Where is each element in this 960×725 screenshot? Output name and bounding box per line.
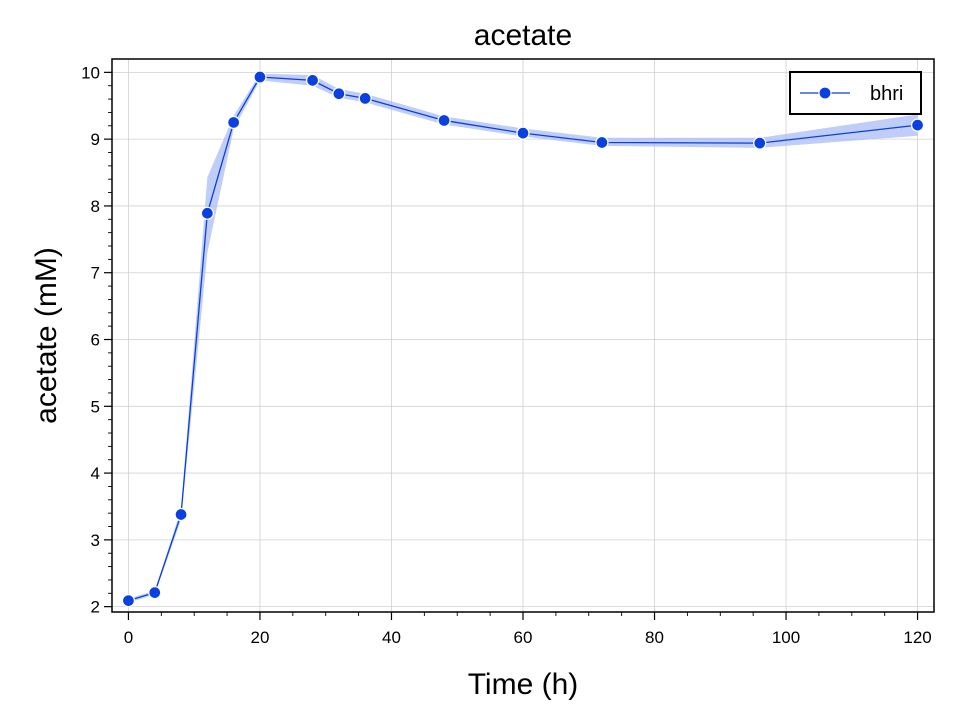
y-tick-label: 7 (91, 264, 100, 283)
series-markers (121, 70, 925, 608)
data-point (595, 135, 609, 150)
y-tick-label: 2 (91, 598, 100, 617)
x-axis-ticks: 0 20 40 60 80 100 120 (124, 612, 932, 647)
data-point (437, 113, 451, 128)
data-point (910, 118, 925, 132)
data-point (174, 507, 188, 522)
chart-title: acetate (474, 19, 572, 52)
legend-marker (818, 86, 832, 100)
data-point (227, 115, 241, 130)
y-tick-label: 4 (91, 464, 100, 483)
y-tick-label: 10 (81, 63, 100, 82)
x-axis-label: Time (h) (468, 668, 579, 701)
x-tick-label: 40 (382, 628, 401, 647)
y-tick-label: 6 (91, 331, 100, 350)
data-point (753, 136, 767, 150)
series-lines (128, 76, 918, 602)
data-point (305, 73, 320, 88)
x-tick-label: 20 (250, 628, 269, 647)
y-axis-label: acetate (mM) (30, 247, 63, 424)
data-point (200, 206, 215, 220)
data-point (332, 87, 346, 101)
data-point (358, 91, 372, 106)
data-point (516, 126, 530, 140)
y-axis-ticks: 2 3 4 5 6 7 8 9 10 (81, 63, 112, 617)
gridlines (112, 59, 934, 612)
x-tick-label: 120 (903, 628, 931, 647)
data-point (253, 70, 267, 84)
x-tick-label: 0 (124, 628, 133, 647)
x-tick-label: 60 (514, 628, 533, 647)
legend-label: bhri (870, 83, 903, 105)
y-tick-label: 5 (91, 397, 100, 416)
x-tick-label: 80 (645, 628, 664, 647)
legend: bhri (789, 71, 922, 115)
confidence-bands (128, 73, 918, 603)
x-tick-label: 100 (772, 628, 800, 647)
y-tick-label: 3 (91, 531, 100, 550)
y-tick-label: 9 (91, 130, 100, 149)
series-line (128, 76, 918, 602)
series-confidence-band (128, 73, 918, 603)
data-point (148, 585, 162, 600)
y-tick-label: 8 (91, 197, 100, 216)
data-point (121, 593, 136, 608)
